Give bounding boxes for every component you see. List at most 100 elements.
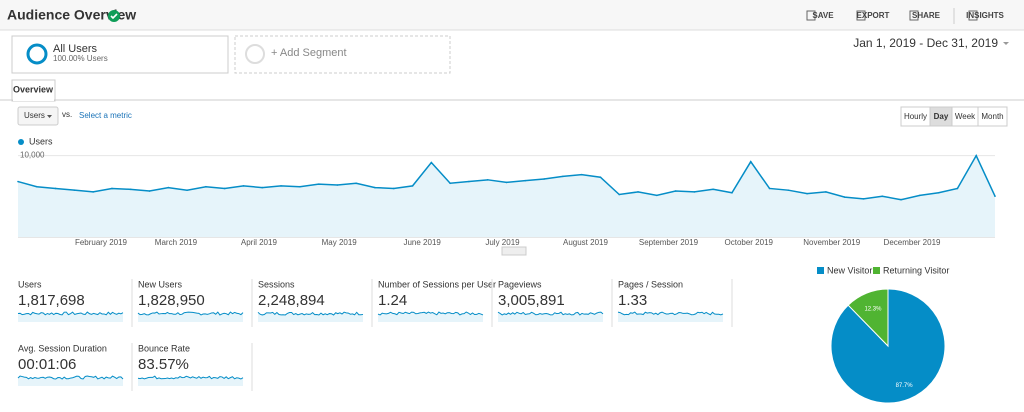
sparkline-area: [18, 376, 123, 386]
action-label[interactable]: EXPORT: [857, 11, 890, 20]
point: [261, 186, 264, 189]
point: [355, 182, 357, 185]
metric-value: 83.57%: [138, 356, 189, 373]
add-icon: [245, 44, 265, 64]
point: [111, 187, 113, 190]
granularity-label: Week: [955, 112, 976, 121]
sparkline-area: [378, 312, 483, 322]
action-label[interactable]: SAVE: [812, 11, 834, 20]
point: [280, 185, 282, 187]
point: [768, 187, 771, 190]
point: [392, 187, 395, 190]
metric-label: Users: [18, 279, 42, 289]
sparkline: [617, 311, 724, 316]
header-bar: [0, 0, 1024, 30]
metric-label: Sessions: [258, 279, 295, 289]
x-tick-label: December 2019: [884, 238, 941, 247]
point: [17, 180, 19, 183]
point: [599, 176, 602, 179]
segment-detail: 100.00% Users: [53, 54, 108, 63]
point: [900, 198, 902, 201]
metric-value: 3,005,891: [498, 292, 565, 309]
add-segment[interactable]: [234, 35, 451, 74]
point: [956, 187, 959, 190]
point: [919, 194, 921, 197]
point: [562, 175, 564, 178]
granularity-label: Month: [981, 112, 1003, 121]
legend-swatch: [817, 267, 824, 274]
point: [148, 190, 151, 192]
point: [731, 191, 733, 194]
metric-label: Pages / Session: [618, 279, 683, 289]
x-tick-label: July 2019: [485, 238, 520, 247]
select-metric[interactable]: Select a metric: [79, 111, 132, 120]
y-tick-label: 10,000: [20, 151, 45, 160]
pie-label: 87.7%: [896, 383, 914, 389]
point: [449, 182, 451, 185]
metric-value: 1,828,950: [138, 292, 205, 309]
point: [749, 160, 752, 163]
action-icon[interactable]: [806, 10, 816, 21]
metric-label: Number of Sessions per User: [378, 279, 496, 289]
sparkline-area: [498, 312, 603, 322]
point: [54, 187, 57, 190]
action-icon[interactable]: [909, 10, 919, 21]
x-tick-label: March 2019: [155, 238, 198, 247]
point: [637, 191, 639, 193]
metric-label: Pageviews: [498, 279, 542, 289]
x-tick-label: September 2019: [639, 238, 699, 247]
point: [223, 187, 226, 190]
granularity-label: Hourly: [904, 112, 927, 121]
action-icon[interactable]: [856, 10, 866, 21]
point: [674, 190, 677, 192]
sparkline: [497, 311, 604, 316]
point: [317, 183, 320, 185]
point: [411, 185, 414, 187]
point: [430, 161, 433, 164]
sparkline-area: [138, 312, 243, 322]
point: [468, 180, 470, 183]
point: [656, 194, 658, 197]
add-segment-label: + Add Segment: [271, 47, 347, 59]
metric-value: 2,248,894: [258, 292, 325, 309]
action-icon[interactable]: [968, 10, 978, 21]
check: [110, 13, 118, 20]
legend-label: Returning Visitor: [883, 265, 949, 275]
point: [205, 185, 207, 188]
date-range[interactable]: Jan 1, 2019 - Dec 31, 2019: [853, 36, 998, 50]
segment-card[interactable]: [11, 35, 229, 74]
metric-label: Bounce Rate: [138, 343, 190, 353]
metric-value: 00:01:06: [18, 356, 76, 373]
x-tick-label: February 2019: [75, 238, 128, 247]
x-tick-label: October 2019: [725, 238, 774, 247]
point: [806, 192, 808, 195]
dropdown-caret: [47, 115, 52, 118]
point: [524, 179, 527, 182]
point: [975, 154, 978, 157]
point: [825, 191, 827, 193]
point: [618, 193, 621, 196]
sparkline: [137, 375, 244, 380]
chart-resize[interactable]: [501, 246, 527, 256]
point: [374, 186, 376, 189]
area: [18, 155, 995, 237]
metric-dropdown[interactable]: [17, 106, 59, 126]
point: [336, 184, 339, 186]
point: [543, 178, 545, 180]
point: [486, 179, 489, 181]
metric-label: Avg. Session Duration: [18, 343, 107, 353]
legend-label: Users: [29, 136, 53, 146]
sparkline: [377, 311, 484, 316]
point: [712, 188, 714, 191]
point: [937, 191, 940, 194]
point: [787, 189, 790, 191]
segment-icon: [26, 43, 48, 65]
metric-label: New Users: [138, 279, 183, 289]
point: [580, 173, 583, 176]
granularity-button[interactable]: [977, 106, 1008, 127]
action-label[interactable]: SHARE: [912, 11, 941, 20]
point: [994, 195, 996, 198]
action-label[interactable]: INSIGHTS: [966, 11, 1004, 20]
sparkline-area: [618, 312, 723, 322]
